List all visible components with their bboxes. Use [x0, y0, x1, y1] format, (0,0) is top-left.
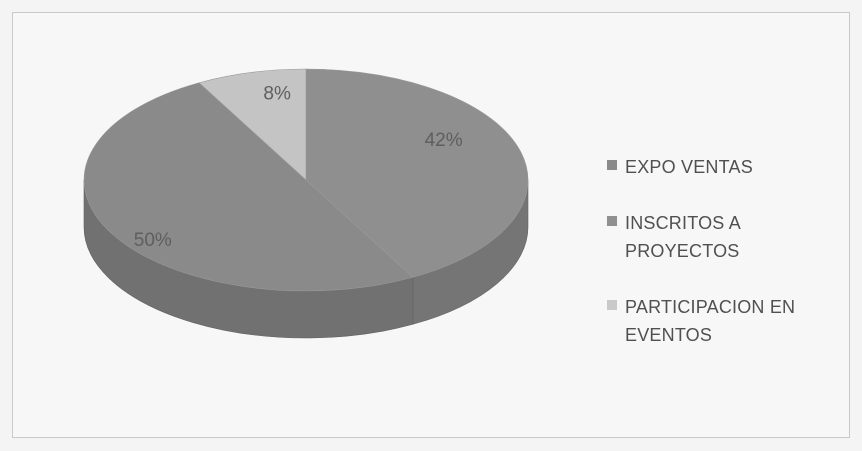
pie-slice-participacion [198, 68, 307, 181]
legend-item-inscritos: INSCRITOS A PROYECTOS [607, 209, 862, 265]
legend-item-participacion: PARTICIPACION EN EVENTOS [607, 293, 862, 349]
pie-slice-inscritos [84, 82, 414, 292]
legend-label-inscritos-line2: PROYECTOS [625, 241, 740, 261]
pie-chart: 42% 50% 8% [83, 68, 529, 339]
pie-slice-expo-ventas [305, 68, 529, 278]
legend-swatch-expo-ventas [607, 160, 617, 170]
legend-label-participacion-line2: EVENTOS [625, 325, 713, 345]
legend-swatch-inscritos [607, 216, 617, 226]
legend: EXPO VENTAS INSCRITOS A PROYECTOS PARTIC… [607, 153, 862, 377]
data-label-participacion: 8% [263, 84, 291, 105]
chart-frame: 42% 50% 8% EXPO VENTAS INSCRITOS A PROYECT… [12, 12, 850, 438]
legend-item-expo-ventas: EXPO VENTAS [607, 153, 862, 181]
legend-label-expo-ventas: EXPO VENTAS [625, 157, 753, 177]
legend-swatch-participacion [607, 300, 617, 310]
legend-label-inscritos-line1: INSCRITOS A [625, 213, 741, 233]
legend-label-participacion-line1: PARTICIPACION EN [625, 297, 796, 317]
data-label-inscritos: 50% [134, 230, 172, 251]
pie-top [84, 68, 529, 292]
data-label-expo-ventas: 42% [425, 130, 463, 151]
